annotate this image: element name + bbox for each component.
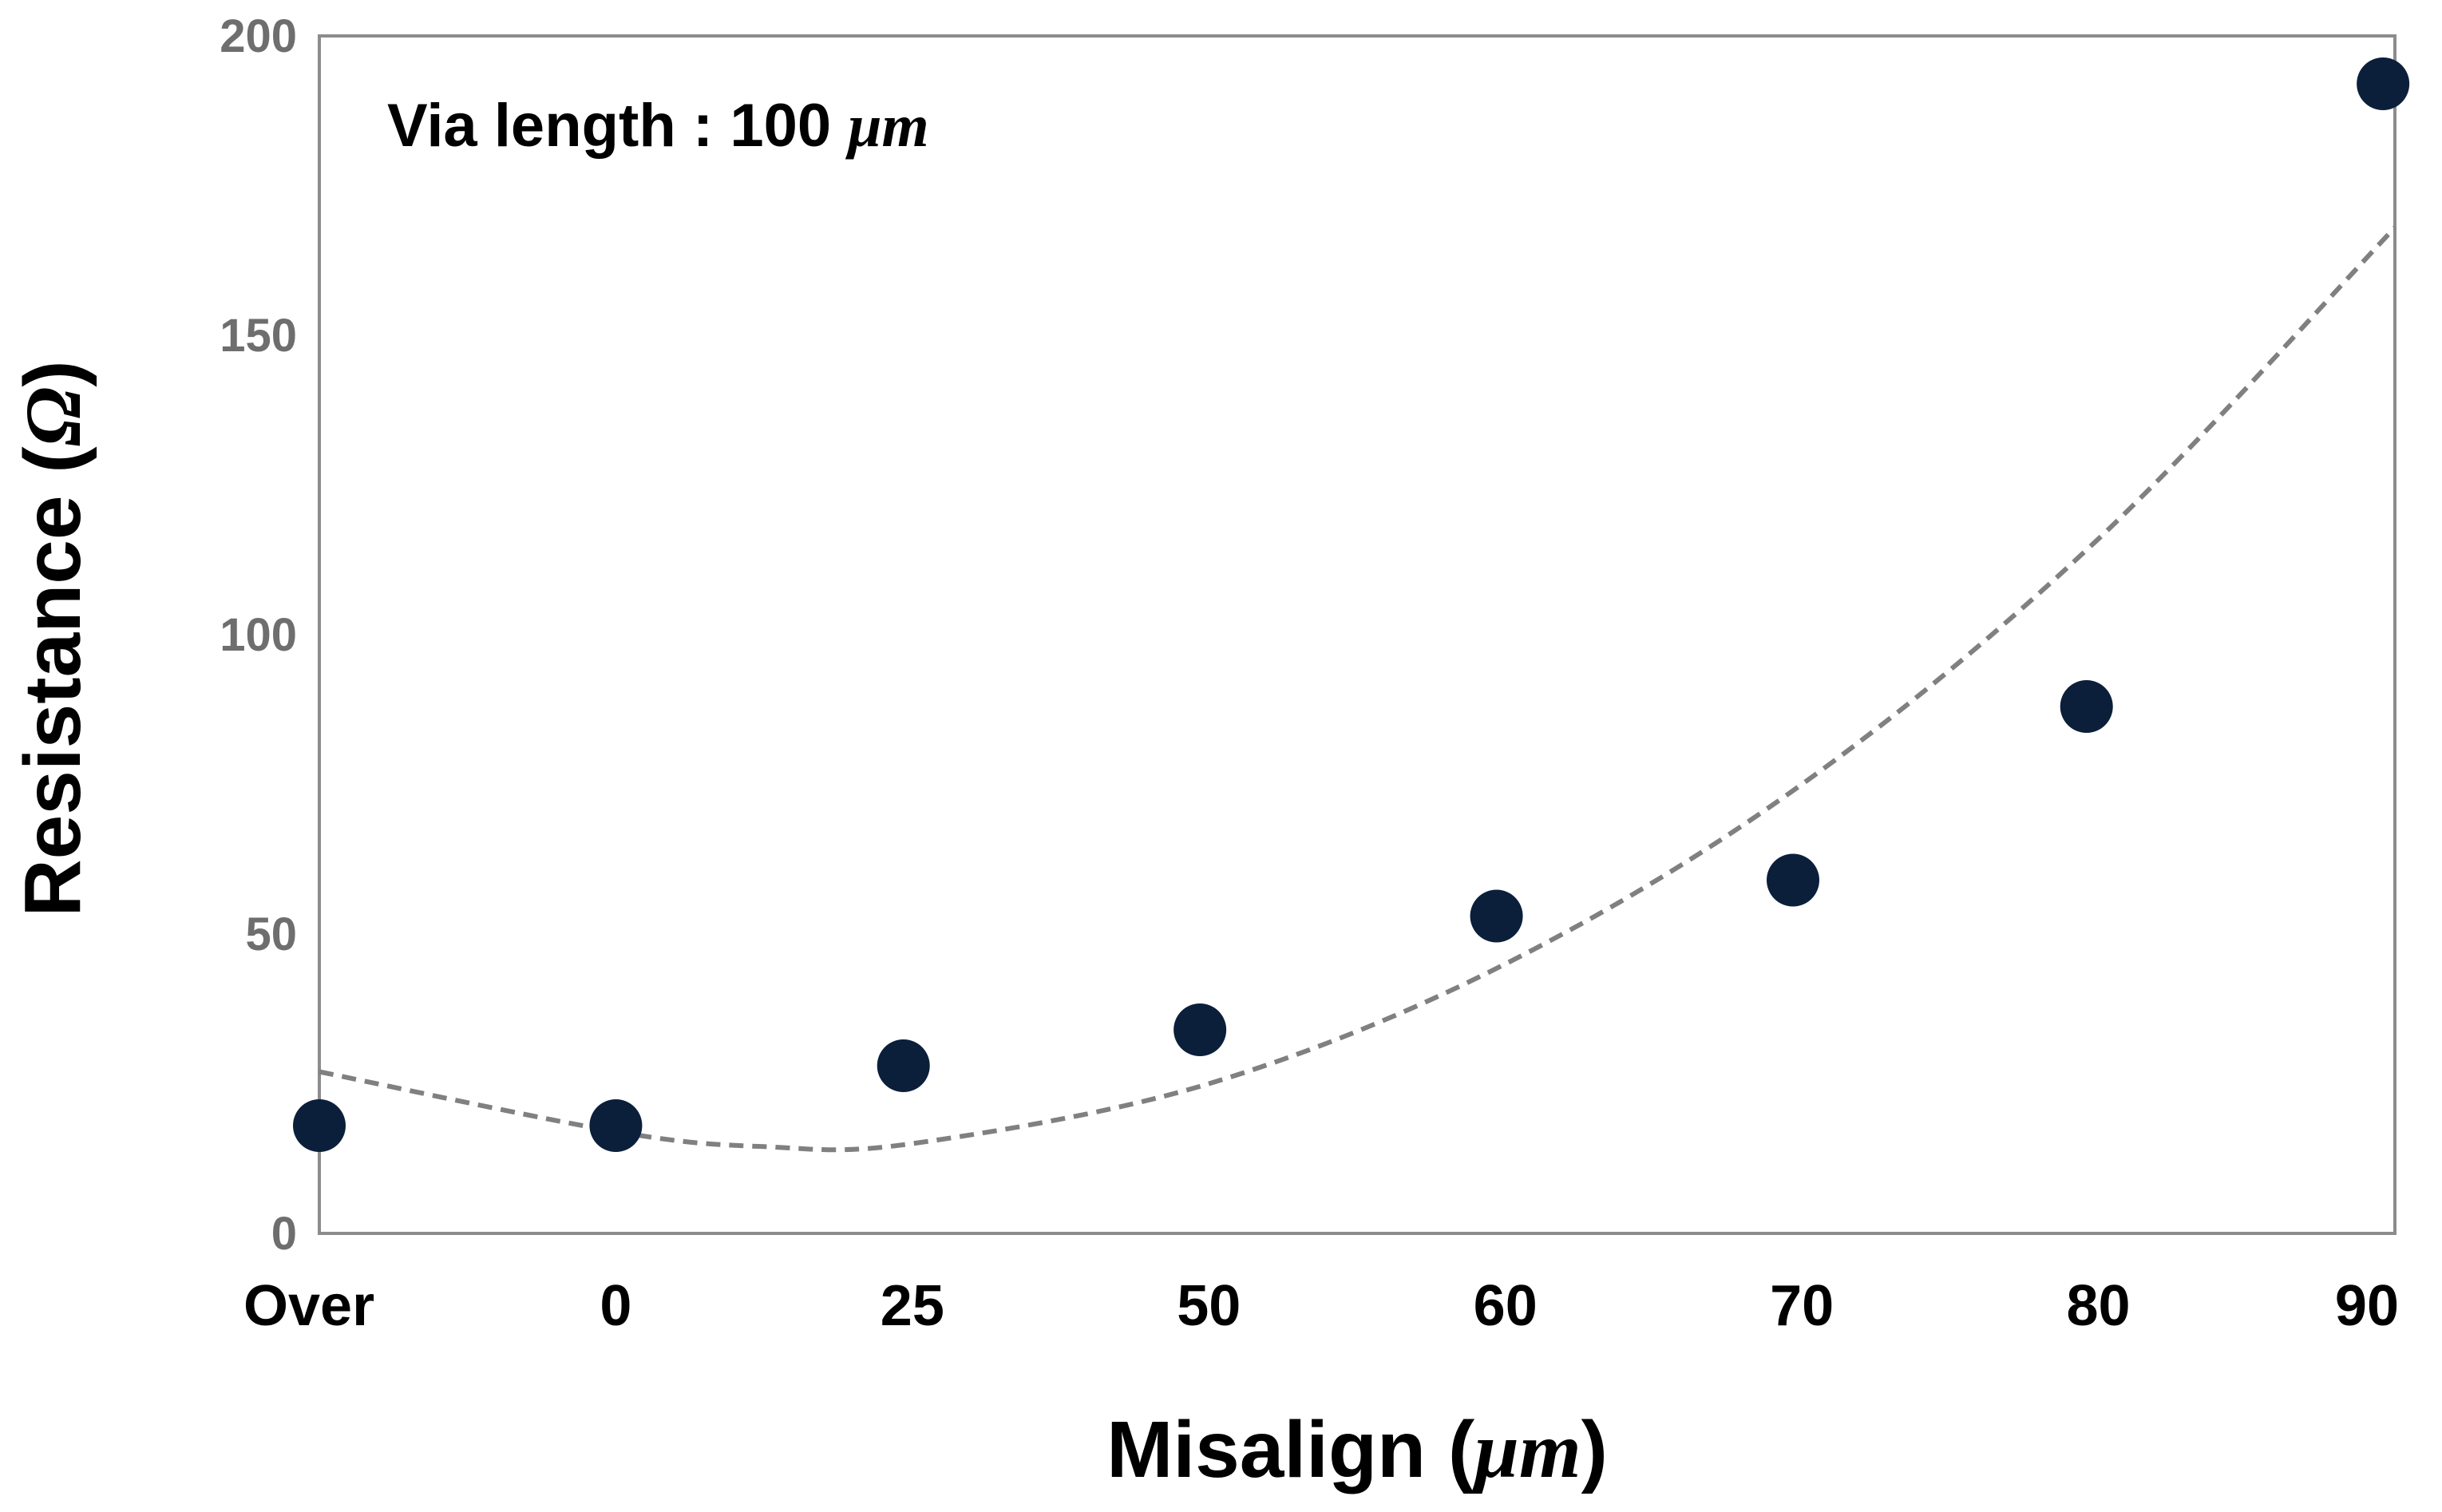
y-tick-label: 200 <box>220 10 297 62</box>
data-point <box>1174 1003 1227 1056</box>
data-point <box>589 1099 643 1152</box>
plot-frame <box>318 34 2396 1235</box>
data-point <box>293 1099 346 1152</box>
y-tick-label: 50 <box>245 908 297 960</box>
x-tick-label: 80 <box>2067 1274 2131 1338</box>
x-axis-title: Misalign (μm) <box>1106 1405 1608 1494</box>
y-tick-label: 150 <box>220 310 297 362</box>
data-point <box>2357 57 2410 110</box>
x-tick-label: 50 <box>1177 1274 1241 1338</box>
data-point <box>1767 853 1819 907</box>
x-tick-label: 25 <box>881 1274 944 1338</box>
x-tick-label: Over <box>243 1274 374 1338</box>
data-point <box>877 1039 930 1092</box>
plot-area: 0 50 100 150 200 Over 0 25 50 60 70 80 90 <box>220 10 2410 1338</box>
x-tick-label: 90 <box>2335 1274 2399 1338</box>
chart-annotation: Via length : 100 μm <box>387 92 929 160</box>
trendline <box>319 225 2397 1153</box>
data-point <box>1470 889 1523 943</box>
x-tick-label: 60 <box>1474 1274 1538 1338</box>
x-tick-label: 0 <box>600 1274 631 1338</box>
x-tick-label: 70 <box>1770 1274 1834 1338</box>
y-tick-label: 100 <box>220 609 297 661</box>
y-tick-label: 0 <box>271 1208 297 1260</box>
data-point <box>2060 680 2113 733</box>
y-axis-title: Resistance (Ω) <box>8 360 97 916</box>
